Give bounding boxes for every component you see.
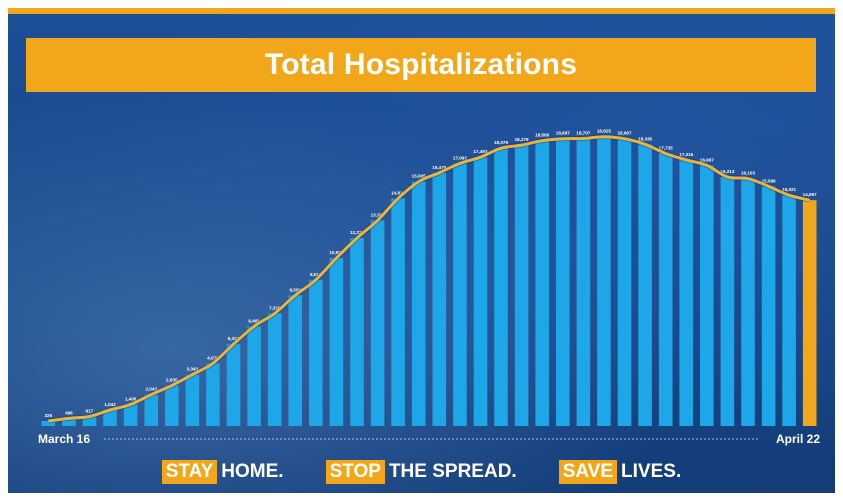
data-label: 16,213 xyxy=(720,169,734,174)
bar xyxy=(453,163,467,426)
bar xyxy=(741,178,755,426)
data-label: 13,383 xyxy=(371,212,385,217)
bar xyxy=(597,136,611,426)
bar xyxy=(658,153,673,426)
data-label: 1,406 xyxy=(125,396,137,401)
bar xyxy=(802,200,817,426)
bar-chart: 326 496 617 1,042 1,406 2,043 2,635 3,343 4,079 5… xyxy=(38,129,820,446)
data-label: 18,279 xyxy=(515,137,529,142)
data-label: 17,092 xyxy=(453,155,467,160)
bar xyxy=(700,165,714,427)
bar xyxy=(41,421,56,426)
data-label: 18,707 xyxy=(576,131,590,136)
data-label: 14,697 xyxy=(803,192,817,197)
bar xyxy=(267,313,282,426)
bar xyxy=(123,404,138,426)
chart-frame: Total Hospitalizations 326 496 617 1,042 1,4… xyxy=(8,8,835,493)
bar xyxy=(411,181,426,426)
bar xyxy=(514,145,529,426)
x-end-label: April 22 xyxy=(776,432,820,446)
trend-line xyxy=(48,135,811,423)
bar xyxy=(391,198,405,426)
data-label: 15,021 xyxy=(782,187,796,192)
bar xyxy=(62,418,76,426)
data-label: 617 xyxy=(86,409,94,414)
data-label: 18,569 xyxy=(535,133,549,138)
slogan-highlight: SAVE xyxy=(558,460,618,484)
bar xyxy=(165,385,179,426)
data-label: 15,599 xyxy=(762,178,776,183)
bar xyxy=(185,374,200,426)
bar xyxy=(720,176,735,426)
data-label: 16,967 xyxy=(700,157,714,162)
trend-line-shadow xyxy=(47,134,811,424)
data-label: 18,697 xyxy=(556,131,570,136)
bar xyxy=(617,138,632,426)
bar xyxy=(206,363,220,426)
data-label: 17,735 xyxy=(659,146,673,151)
bar xyxy=(329,258,344,426)
bar xyxy=(226,344,241,426)
data-label: 9,517 xyxy=(310,272,322,277)
data-label: 18,697 xyxy=(617,131,631,136)
slogan-text: LIVES. xyxy=(621,461,682,482)
data-label: 6,481 xyxy=(248,318,260,323)
data-label: 3,343 xyxy=(187,367,199,372)
bar xyxy=(309,279,323,426)
slogan-text: HOME. xyxy=(221,461,284,482)
bar xyxy=(556,138,570,426)
data-label: 17,316 xyxy=(679,152,693,157)
data-label: 10,929 xyxy=(329,250,343,255)
bar xyxy=(638,144,652,427)
data-label: 5,327 xyxy=(228,336,240,341)
bar xyxy=(535,140,549,426)
data-label: 8,503 xyxy=(289,287,301,292)
data-label: 18,079 xyxy=(494,140,508,145)
data-label: 7,328 xyxy=(269,305,281,310)
data-label: 4,079 xyxy=(207,355,219,360)
bar xyxy=(679,159,693,426)
data-label: 2,043 xyxy=(145,387,157,392)
data-label: 16,479 xyxy=(432,165,446,170)
bar xyxy=(494,148,508,426)
data-label: 14,810 xyxy=(391,190,405,195)
slogan-text: THE SPREAD. xyxy=(388,461,517,482)
x-start-label: March 16 xyxy=(38,432,90,446)
bar xyxy=(761,186,776,426)
bar xyxy=(288,295,302,426)
slogan-stay-home: STAY HOME. xyxy=(161,460,284,484)
bar xyxy=(473,157,488,426)
data-label: 1,042 xyxy=(104,402,116,407)
data-label: 2,635 xyxy=(166,378,178,383)
bar xyxy=(370,220,385,426)
slogan-highlight: STOP xyxy=(325,460,385,484)
bar xyxy=(247,326,261,426)
chart-title: Total Hospitalizations xyxy=(264,48,578,81)
bar xyxy=(576,138,591,426)
slogan-save-lives: SAVE LIVES. xyxy=(558,460,682,484)
data-label: 326 xyxy=(44,413,52,418)
title-banner: Total Hospitalizations xyxy=(26,38,816,92)
data-label: 16,103 xyxy=(741,171,755,176)
data-label: 15,905 xyxy=(412,174,426,179)
bar xyxy=(82,416,97,426)
slogan-highlight: STAY xyxy=(161,460,218,484)
bar xyxy=(144,394,158,426)
slogan-stop-spread: STOP THE SPREAD. xyxy=(325,460,517,484)
bar xyxy=(432,172,447,426)
data-label: 18,825 xyxy=(597,129,611,134)
data-label: 496 xyxy=(65,410,73,415)
bar xyxy=(103,410,117,426)
slogan-footer: STAY HOME. STOP THE SPREAD. SAVE LIVES. xyxy=(8,457,835,487)
bar xyxy=(350,238,364,426)
data-label: 17,493 xyxy=(473,149,487,154)
bar xyxy=(782,195,796,426)
data-label: 18,335 xyxy=(638,136,652,141)
data-label: 12,226 xyxy=(350,230,364,235)
